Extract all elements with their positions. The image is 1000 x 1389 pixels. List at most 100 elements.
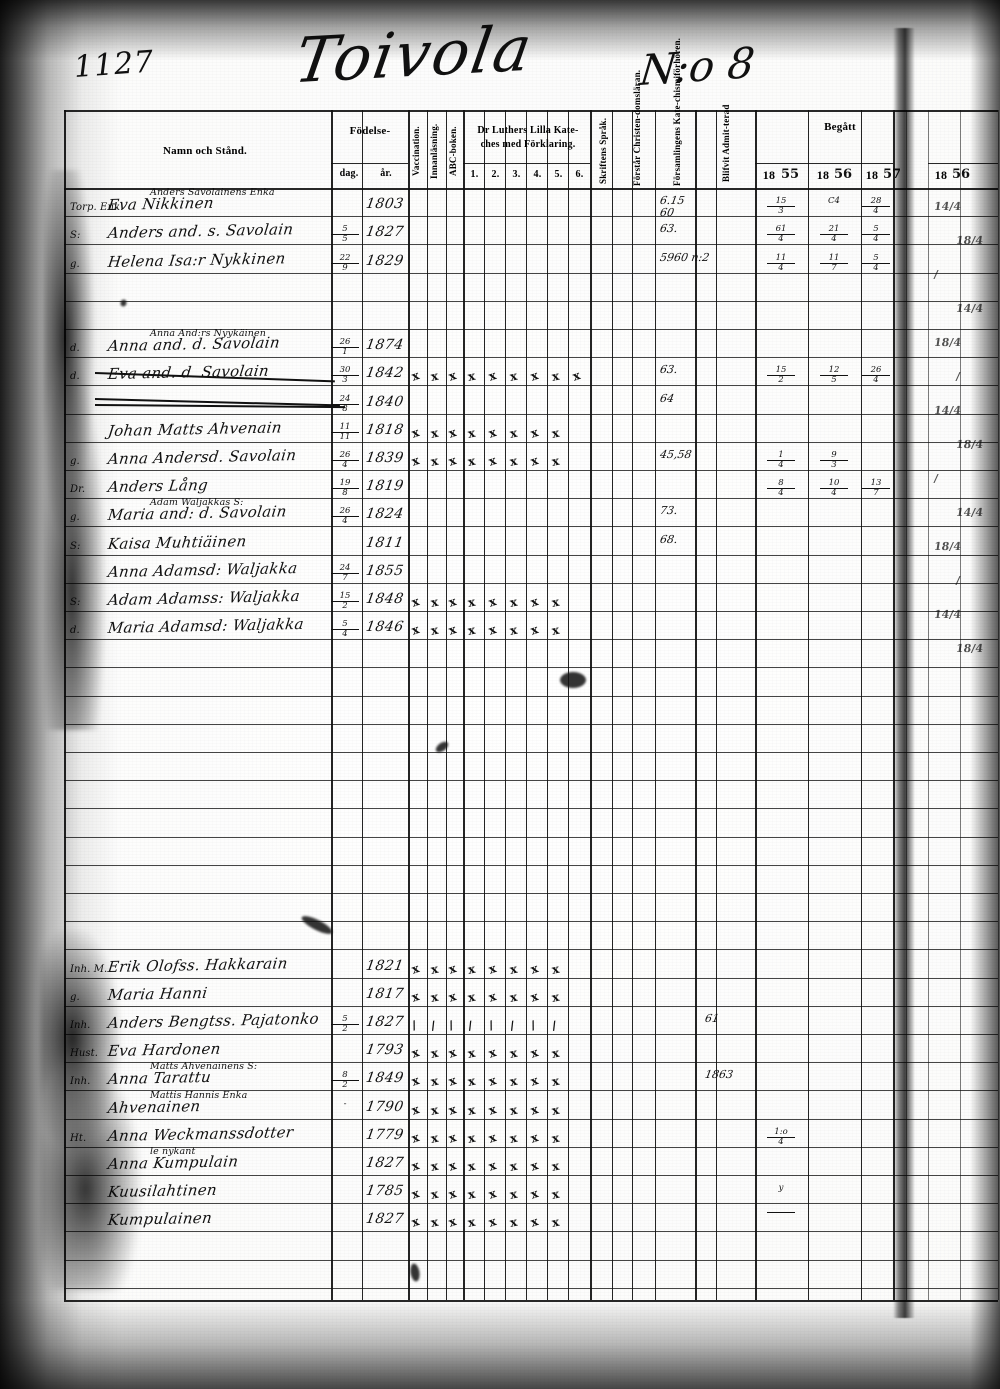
table-row-rule	[64, 667, 998, 668]
adjacent-page-mark-7: 14/4	[933, 404, 962, 417]
table-column-rule	[960, 110, 961, 1300]
header-catechism-part-1: 1.	[464, 169, 485, 181]
table-column-rule	[526, 110, 527, 1300]
table-row-rule	[64, 301, 998, 302]
table-row-rule	[755, 163, 893, 164]
lower-row-annotation-5: Matts Ahvenainens S:	[150, 1061, 257, 1072]
row-begatt-1-1: 153	[767, 197, 795, 215]
table-row-rule	[64, 1034, 998, 1035]
header-catechism-part-5: 5.	[548, 169, 569, 181]
row-birth-day-9: 198	[331, 479, 359, 497]
table-row-rule	[64, 752, 998, 753]
table-row-rule	[64, 1006, 998, 1007]
table-row-rule	[64, 442, 998, 443]
header-namn-och-stand: Namn och Stånd.	[120, 145, 290, 158]
lower-row-annotation-8: le nykant	[150, 1146, 195, 1157]
table-row-rule	[64, 611, 998, 612]
adjacent-page-mark-14: 18/4	[955, 642, 984, 655]
header-year-1855-suffix: 55	[781, 167, 799, 182]
row-birth-day-2: 55	[331, 225, 359, 243]
row-birth-day-5: 303	[331, 366, 359, 384]
table-row-rule	[928, 163, 998, 164]
row-birth-day-3: 229	[331, 254, 359, 272]
table-row-rule	[64, 724, 998, 725]
header-catechism-part-6: 6.	[569, 169, 590, 181]
header-fodelse: Födelse-	[336, 125, 404, 138]
row-birth-day-13: 152	[331, 592, 359, 610]
table-row-rule	[64, 837, 998, 838]
row-begatt-8-1: 14	[767, 451, 795, 469]
table-row-rule	[64, 583, 998, 584]
table-row-rule	[64, 470, 998, 471]
table-row-rule	[64, 1231, 998, 1232]
table-row-rule	[331, 163, 408, 164]
row-birth-day-10: 264	[331, 507, 359, 525]
table-column-rule	[331, 110, 333, 1300]
table-row-rule	[64, 357, 998, 358]
lower-row-begatt-9-1: y	[767, 1184, 795, 1193]
row-begatt-3-2: 117	[820, 254, 848, 272]
table-row-rule	[64, 244, 998, 245]
row-annotation-10: Adam Waljakkas S:	[150, 497, 243, 508]
row-begatt-2-2: 214	[820, 225, 848, 243]
header-year-1857-prefix: 18	[861, 169, 883, 182]
header-next-page-year-prefix: 18	[930, 169, 952, 182]
row-birth-day-6: 248	[331, 395, 359, 413]
lower-row-birth-day-6: -	[331, 1100, 359, 1109]
row-begatt-9-3: 137	[862, 479, 890, 497]
table-column-rule	[427, 110, 428, 1300]
row-begatt-9-1: 84	[767, 479, 795, 497]
table-row-rule	[64, 1062, 998, 1063]
table-column-rule	[861, 110, 862, 1300]
adjacent-page-mark-1: 14/4	[933, 200, 962, 213]
table-row-rule	[64, 329, 998, 330]
table-row-rule	[64, 921, 998, 922]
header-begatt: Begått	[800, 121, 880, 134]
table-row-rule	[64, 273, 998, 274]
row-birth-day-7: 1111	[331, 423, 359, 441]
table-row-rule	[64, 949, 998, 950]
adjacent-page-mark-8: 18/4	[955, 438, 984, 451]
header-catechism-line1: Dr Luthers Lilla Kate-	[463, 125, 593, 137]
row-begatt-5-3: 264	[862, 366, 890, 384]
table-column-rule	[408, 110, 410, 1300]
header-fodelse-dag: dag.	[334, 168, 364, 180]
table-row-rule	[64, 1203, 998, 1204]
table-row-rule	[64, 188, 998, 190]
table-column-rule	[695, 110, 697, 1300]
table-column-rule	[484, 110, 485, 1300]
row-birth-day-8: 264	[331, 451, 359, 469]
table-row-rule	[64, 639, 998, 640]
table-row-rule	[64, 808, 998, 809]
row-annotation-4: Anna And:rs Nyykäinen	[150, 328, 266, 339]
header-catechism-part-3: 3.	[506, 169, 527, 181]
row-begatt-3-1: 114	[767, 254, 795, 272]
header-fodelse-ar: år.	[366, 168, 406, 180]
table-column-rule	[463, 110, 465, 1300]
table-row-rule	[64, 414, 998, 415]
table-column-rule	[755, 110, 757, 1300]
adjacent-page-mark-2: 18/4	[955, 234, 984, 247]
adjacent-page-mark-5: 18/4	[933, 336, 962, 349]
row-begatt-9-2: 104	[820, 479, 848, 497]
table-column-rule	[612, 110, 613, 1300]
header-year-1856-prefix: 18	[812, 169, 834, 182]
row-begatt-2-1: 614	[767, 225, 795, 243]
header-year-1855-prefix: 18	[758, 169, 780, 182]
adjacent-page-mark-13: 14/4	[933, 608, 962, 621]
table-column-rule	[547, 110, 548, 1300]
table-row-rule	[64, 216, 998, 217]
table-column-rule	[362, 110, 363, 1300]
lower-row-begatt-7-1: 1:o4	[767, 1128, 795, 1146]
table-row-rule	[64, 978, 998, 979]
row-begatt-3-3: 54	[862, 254, 890, 272]
table-row-rule	[64, 526, 998, 527]
ink-blot-1	[560, 672, 586, 688]
table-row-rule	[64, 1260, 998, 1261]
header-catechism-part-4: 4.	[527, 169, 548, 181]
table-column-rule	[505, 110, 506, 1300]
table-row-rule	[64, 1288, 998, 1289]
table-row-rule	[64, 110, 998, 112]
table-row-rule	[64, 696, 998, 697]
